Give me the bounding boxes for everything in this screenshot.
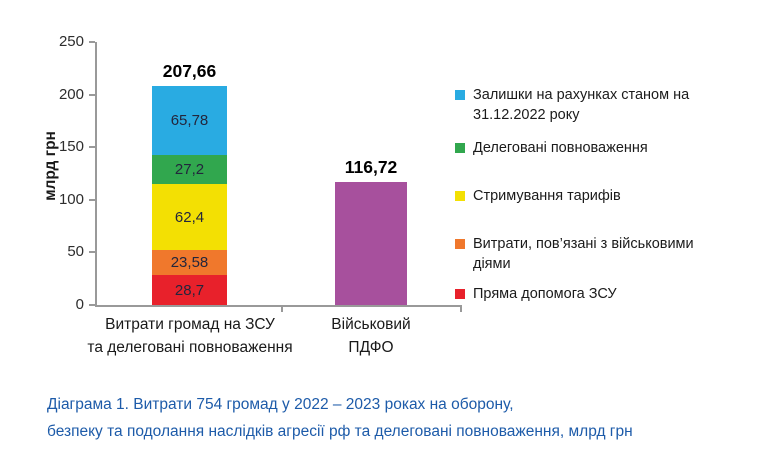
segment-military-pdfo <box>335 182 407 305</box>
legend-swatch-orange <box>455 239 465 249</box>
y-axis-title: млрд грн <box>42 131 59 201</box>
y-tick-label: 200 <box>58 86 84 103</box>
legend-label: Пряма допомога ЗСУ <box>473 286 617 302</box>
segment-value-label: 23,58 <box>170 254 209 271</box>
legend-label: Залишки на рахунках станом на 31.12.2022… <box>473 87 690 123</box>
y-tick-label: 250 <box>58 33 84 50</box>
x-category-label-hromady: Витрати громад на ЗСУ та делеговані повн… <box>87 316 293 356</box>
bar-total-label: 116,72 <box>344 157 398 177</box>
legend-label: Делеговані повноваження <box>473 140 648 156</box>
segment-value-label: 62,4 <box>174 208 205 226</box>
segment-direct-aid-zsu: 28,7 <box>152 275 227 305</box>
y-tick-label: 100 <box>58 191 84 208</box>
legend-item-military-expenses: Витрати, пов’язані з військовими діями <box>455 234 770 274</box>
segment-military-related-expenses: 23,58 <box>152 250 227 275</box>
legend-item-direct-aid: Пряма допомога ЗСУ <box>455 284 770 304</box>
y-tick-label: 50 <box>67 243 84 260</box>
legend-label: Стримування тарифів <box>473 188 621 204</box>
stacked-bar-hromady: 207,66 65,78 27,2 62,4 23,58 28,7 <box>152 61 227 305</box>
y-tick-mark <box>89 146 95 148</box>
x-tick-mark <box>281 306 283 312</box>
legend-item-delegated-powers: Делеговані повноваження <box>455 138 770 158</box>
x-tick-mark <box>460 306 462 312</box>
x-axis-line <box>95 305 462 307</box>
legend-label: Витрати, пов’язані з військовими діями <box>473 236 694 272</box>
segment-account-balances: 65,78 <box>152 86 227 155</box>
segment-value-label: 27,2 <box>174 161 205 178</box>
segment-value-label: 28,7 <box>174 281 205 299</box>
legend-swatch-green <box>455 143 465 153</box>
chart-caption: Діаграма 1. Витрати 754 громад у 2022 – … <box>47 396 633 440</box>
y-tick-mark <box>89 304 95 306</box>
segment-delegated-powers: 27,2 <box>152 155 227 184</box>
x-category-label-pdfo: Військовий ПДФО <box>331 316 411 356</box>
segment-value-label: 65,78 <box>170 112 209 129</box>
y-tick-label: 150 <box>58 138 84 155</box>
y-tick-mark <box>89 41 95 43</box>
y-axis-line <box>95 42 97 307</box>
legend-item-account-balances: Залишки на рахунках станом на 31.12.2022… <box>455 85 770 125</box>
bar-total-label: 207,66 <box>162 61 217 81</box>
legend-swatch-yellow <box>455 191 465 201</box>
legend-swatch-blue <box>455 90 465 100</box>
bar-military-pdfo: 116,72 <box>335 157 407 305</box>
y-tick-mark <box>89 251 95 253</box>
segment-tariff-restraint: 62,4 <box>152 184 227 250</box>
y-tick-label: 0 <box>75 296 84 313</box>
legend-swatch-red <box>455 289 465 299</box>
legend-item-tariff-restraint: Стримування тарифів <box>455 186 770 206</box>
legend: Залишки на рахунках станом на 31.12.2022… <box>455 85 770 332</box>
y-tick-mark <box>89 94 95 96</box>
y-tick-mark <box>89 199 95 201</box>
